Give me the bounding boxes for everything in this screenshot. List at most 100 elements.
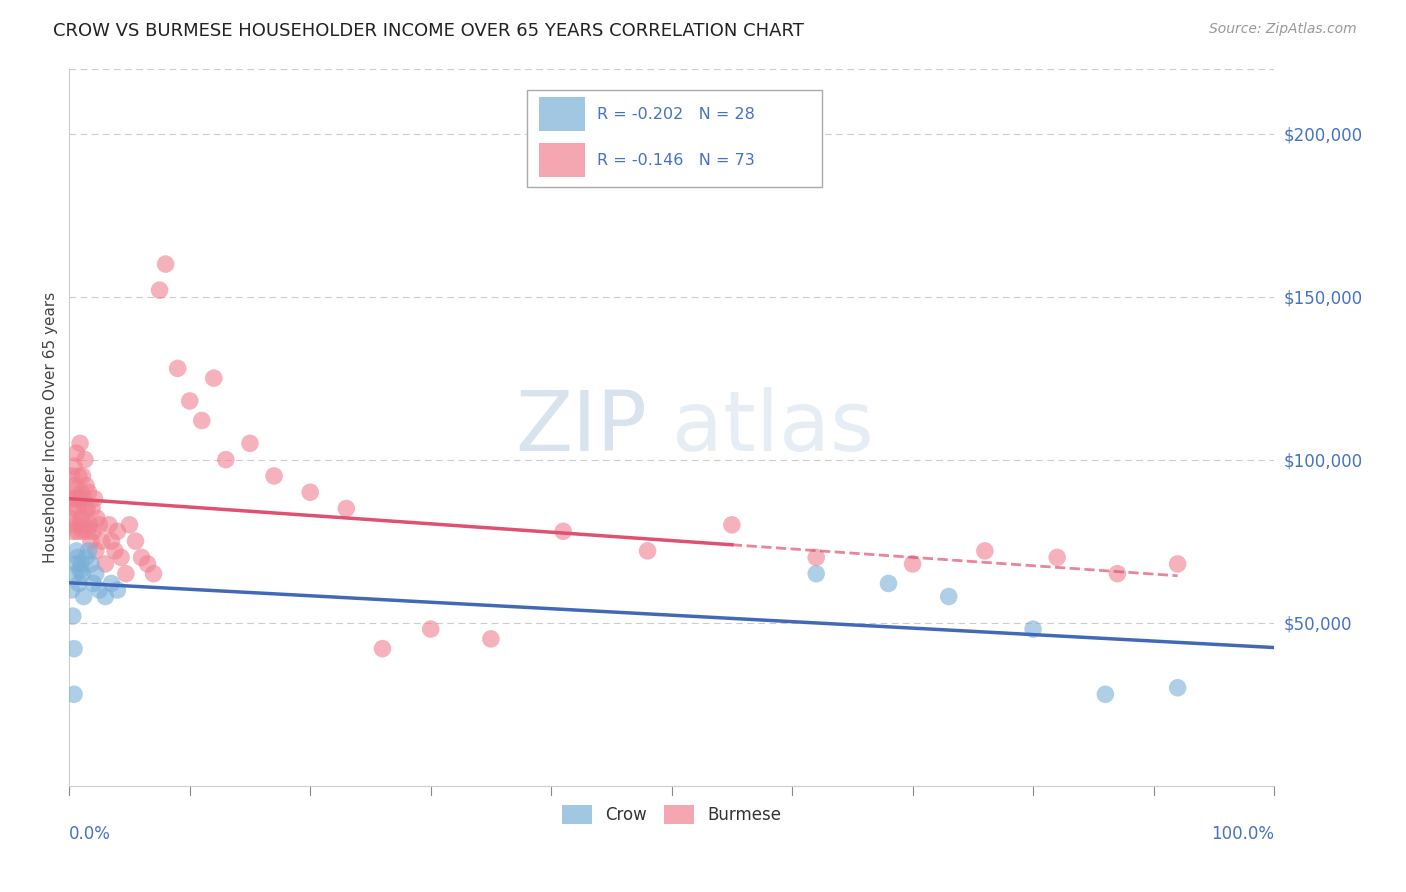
Point (79, 517, 101, 532)
Point (806, 550, 828, 565)
Point (149, 283, 172, 297)
Point (75, 550, 97, 565)
Point (77, 544, 100, 558)
Point (60, 582, 83, 597)
Point (66, 550, 89, 565)
Point (65, 544, 87, 558)
Point (80, 557, 103, 571)
Text: ZIP: ZIP (516, 386, 648, 467)
Point (80, 534, 103, 549)
Point (1022, 622, 1045, 636)
Point (553, 524, 575, 539)
FancyBboxPatch shape (538, 144, 585, 178)
Point (60, 491, 83, 506)
Point (63, 501, 86, 516)
Point (66, 524, 89, 539)
Point (166, 361, 188, 376)
Point (107, 582, 129, 597)
FancyBboxPatch shape (527, 90, 823, 186)
Point (66, 501, 89, 516)
Point (63, 459, 86, 474)
Text: R = -0.146   N = 73: R = -0.146 N = 73 (598, 153, 755, 169)
Point (63, 641, 86, 656)
FancyBboxPatch shape (538, 97, 585, 131)
Point (1107, 566, 1129, 581)
Point (76, 501, 98, 516)
Point (202, 371, 225, 385)
Point (100, 576, 122, 591)
Point (65, 517, 87, 532)
Point (70, 485, 93, 500)
Text: 0.0%: 0.0% (69, 825, 111, 843)
Point (60, 469, 83, 483)
Point (1167, 681, 1189, 695)
Point (89, 582, 111, 597)
Point (70, 511, 93, 525)
Point (82, 576, 104, 591)
Y-axis label: Householder Income Over 65 years: Householder Income Over 65 years (44, 292, 58, 563)
Point (77, 485, 100, 500)
Point (637, 544, 659, 558)
Point (1167, 557, 1189, 571)
Point (215, 452, 238, 467)
Point (131, 550, 153, 565)
Point (479, 632, 502, 646)
Point (115, 566, 138, 581)
Point (89, 517, 111, 532)
Point (83, 491, 105, 506)
Point (67, 469, 90, 483)
Point (69, 517, 91, 532)
Point (73, 517, 96, 532)
Text: CROW VS BURMESE HOUSEHOLDER INCOME OVER 65 YEARS CORRELATION CHART: CROW VS BURMESE HOUSEHOLDER INCOME OVER … (53, 22, 804, 40)
Point (72, 566, 94, 581)
Point (73, 590, 96, 604)
Point (118, 517, 141, 532)
Point (65, 491, 87, 506)
Point (110, 550, 132, 565)
Point (1094, 687, 1116, 701)
Text: R = -0.202   N = 28: R = -0.202 N = 28 (598, 107, 755, 121)
Point (69, 436, 91, 450)
Point (72, 524, 94, 539)
Point (63, 687, 86, 701)
Point (73, 501, 96, 516)
Point (65, 446, 87, 460)
Point (72, 469, 94, 483)
Point (190, 413, 212, 427)
Point (82, 501, 104, 516)
Point (104, 544, 127, 558)
Point (419, 622, 441, 636)
Point (806, 566, 828, 581)
Point (973, 544, 995, 558)
Point (155, 257, 177, 271)
Point (75, 479, 97, 493)
Point (70, 557, 93, 571)
Point (65, 479, 87, 493)
Point (94, 590, 117, 604)
Point (62, 485, 84, 500)
Point (98, 517, 121, 532)
Point (65, 557, 87, 571)
Point (1046, 550, 1069, 565)
Point (62, 609, 84, 624)
Point (124, 534, 146, 549)
Point (179, 394, 201, 409)
Text: Source: ZipAtlas.com: Source: ZipAtlas.com (1209, 22, 1357, 37)
Point (73, 452, 96, 467)
Point (84, 544, 107, 558)
Text: 100.0%: 100.0% (1211, 825, 1274, 843)
Point (938, 590, 960, 604)
Point (82, 524, 104, 539)
Point (65, 566, 87, 581)
Point (263, 469, 285, 483)
Text: atlas: atlas (672, 386, 873, 467)
Point (877, 576, 900, 591)
Point (136, 557, 159, 571)
Point (239, 436, 262, 450)
Point (107, 524, 129, 539)
Legend: Crow, Burmese: Crow, Burmese (555, 798, 787, 831)
Point (86, 511, 108, 525)
Point (62, 524, 84, 539)
Point (90, 534, 112, 549)
Point (59, 511, 82, 525)
